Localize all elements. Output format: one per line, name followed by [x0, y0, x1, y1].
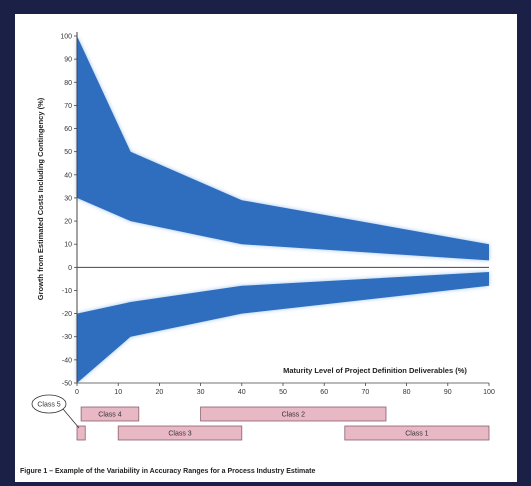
figure-panel: 100 90 80 70 60 50 40 30 20 10 0 -10 -20 -30 -40 -50 0 10… — [15, 14, 517, 482]
class-5-label: Class 5 — [37, 402, 60, 409]
x-tick-label: 30 — [197, 389, 205, 396]
class-1-label: Class 1 — [405, 431, 428, 438]
x-tick-label: 90 — [444, 389, 452, 396]
y-tick-label: 50 — [64, 149, 72, 156]
class-2-label: Class 2 — [282, 412, 305, 419]
x-tick-label: 10 — [114, 389, 122, 396]
lower-accuracy-band — [77, 272, 489, 383]
class-4-label: Class 4 — [98, 412, 121, 419]
class-5-callout — [31, 394, 67, 414]
class-2-bar — [200, 406, 387, 422]
x-tick-label: 80 — [403, 389, 411, 396]
x-axis-title: Maturity Level of Project Definition Del… — [283, 366, 467, 375]
y-tick-label: 10 — [64, 242, 72, 249]
figure-caption: Figure 1 – Example of the Variability in… — [20, 468, 316, 475]
y-tick-label: -30 — [62, 334, 72, 341]
y-tick-label: 100 — [60, 34, 72, 41]
y-tick-label: -40 — [62, 357, 72, 364]
y-tick-label: -50 — [62, 381, 72, 388]
y-tick-label: 20 — [64, 219, 72, 226]
y-tick-label: 80 — [64, 80, 72, 87]
y-tick-label: 0 — [68, 265, 72, 272]
class-1-bar — [344, 425, 490, 441]
y-tick-label: 70 — [64, 103, 72, 110]
class-4-bar — [80, 406, 140, 422]
y-tick-label: 40 — [64, 172, 72, 179]
x-tick-label: 0 — [75, 389, 79, 396]
x-tick-label: 100 — [483, 389, 495, 396]
upper-accuracy-band — [77, 36, 489, 261]
x-tick-label: 40 — [238, 389, 246, 396]
class-3-bar — [117, 425, 243, 441]
x-tick-label: 50 — [279, 389, 287, 396]
class-3-label: Class 3 — [168, 431, 191, 438]
y-tick-label: -20 — [62, 311, 72, 318]
y-tick-label: 90 — [64, 57, 72, 64]
y-tick-label: 60 — [64, 126, 72, 133]
class-5-bar — [76, 425, 86, 441]
x-tick-label: 20 — [156, 389, 164, 396]
x-tick-label: 60 — [320, 389, 328, 396]
y-axis-title: Growth from Estimated Costs Including Co… — [36, 97, 45, 300]
y-tick-label: 30 — [64, 195, 72, 202]
x-tick-label: 70 — [362, 389, 370, 396]
class-5-callout-pointer — [62, 408, 80, 429]
y-tick-label: -10 — [62, 288, 72, 295]
